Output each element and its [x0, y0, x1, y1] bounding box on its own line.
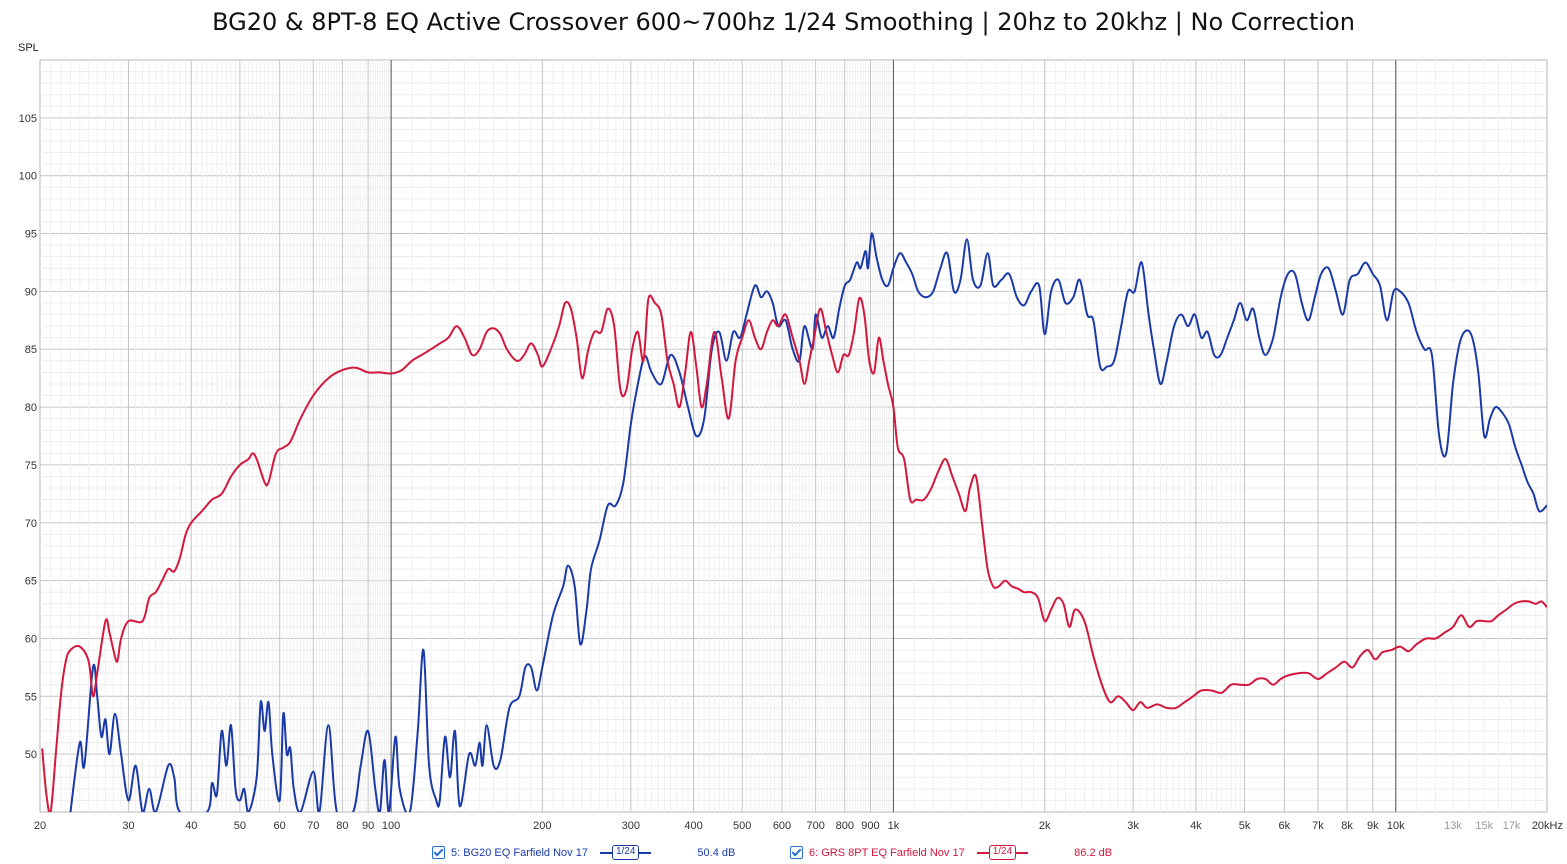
legend-label-bg20: 5: BG20 EQ Farfield Nov 17: [451, 846, 588, 859]
x-tick-label: 80: [336, 820, 348, 832]
line-swatch: [1016, 851, 1029, 854]
legend-label-grs: 6: GRS 8PT EQ Farfield Nov 17: [809, 846, 965, 859]
line-swatch: [639, 851, 652, 854]
x-tick-label: 200: [533, 820, 551, 832]
x-tick-label: 10k: [1387, 820, 1405, 832]
x-tick-label: 40: [185, 820, 197, 832]
y-tick-label: 75: [25, 460, 37, 472]
series-lines: [41, 232, 1547, 812]
x-tick-label: 30: [122, 820, 134, 832]
checkbox-icon[interactable]: [432, 846, 445, 859]
y-axis-label: SPL: [18, 42, 39, 54]
x-tick-label: 900: [861, 820, 879, 832]
legend-item-bg20[interactable]: 5: BG20 EQ Farfield Nov 17 1/24 50.4 dB: [432, 845, 735, 860]
x-tick-label: 20kHz: [1532, 820, 1563, 832]
grid-lines: [40, 60, 1547, 812]
y-tick-label: 90: [25, 286, 37, 298]
y-tick-label: 50: [25, 749, 37, 761]
x-tick-label: 70: [307, 820, 319, 832]
x-tick-label: 300: [622, 820, 640, 832]
frequency-response-chart[interactable]: 50 55 60 65 70 75 80 85 90 95 100 105 20 30 40 50 60 70 8…: [0, 0, 1567, 843]
plot-area: [39, 59, 1548, 813]
legend: 5: BG20 EQ Farfield Nov 17 1/24 50.4 dB …: [0, 843, 1567, 863]
x-tick-label: 800: [836, 820, 854, 832]
x-tick-label: 400: [684, 820, 702, 832]
x-tick-label: 17k: [1503, 820, 1521, 832]
x-tick-label: 1k: [888, 820, 900, 832]
line-swatch: [976, 851, 989, 854]
y-tick-label: 60: [25, 633, 37, 645]
x-tick-label: 13k: [1444, 820, 1462, 832]
series-line-grs: [41, 294, 1547, 812]
x-tick-label: 90: [362, 820, 374, 832]
readout-bg20: 50.4 dB: [697, 846, 736, 859]
smoothing-indicator-grs[interactable]: 1/24: [976, 845, 1029, 860]
chart-title: BG20 & 8PT-8 EQ Active Crossover 600~700…: [212, 8, 1355, 36]
smoothing-box: 1/24: [611, 845, 640, 860]
x-tick-label: 50: [234, 820, 246, 832]
y-tick-labels: 50 55 60 65 70 75 80 85 90 95 100 105: [19, 113, 37, 761]
x-tick-label: 500: [733, 820, 751, 832]
x-tick-label: 15k: [1475, 820, 1493, 832]
smoothing-indicator-bg20[interactable]: 1/24: [599, 845, 652, 860]
checkbox-icon[interactable]: [790, 846, 803, 859]
x-tick-label: 7k: [1312, 820, 1324, 832]
readout-grs: 86.2 dB: [1074, 846, 1113, 859]
x-tick-label: 600: [773, 820, 791, 832]
x-tick-label: 8k: [1341, 820, 1353, 832]
x-tick-label: 6k: [1279, 820, 1291, 832]
x-tick-label: 9k: [1367, 820, 1379, 832]
x-tick-labels: 20 30 40 50 60 70 80 90 100 200 300 400 500 600 700 800…: [34, 820, 1563, 832]
y-tick-label: 100: [19, 171, 37, 183]
legend-item-grs[interactable]: 6: GRS 8PT EQ Farfield Nov 17 1/24 86.2 …: [790, 845, 1112, 860]
x-tick-label: 700: [806, 820, 824, 832]
y-tick-label: 70: [25, 518, 37, 530]
y-tick-label: 65: [25, 576, 37, 588]
x-tick-label: 2k: [1039, 820, 1051, 832]
line-swatch: [599, 851, 612, 854]
x-tick-label: 5k: [1239, 820, 1251, 832]
smoothing-box: 1/24: [988, 845, 1017, 860]
y-tick-label: 95: [25, 229, 37, 241]
x-tick-label: 4k: [1190, 820, 1202, 832]
y-tick-label: 105: [19, 113, 37, 125]
y-tick-label: 85: [25, 344, 37, 356]
x-tick-label: 3k: [1127, 820, 1139, 832]
x-tick-label: 20: [34, 820, 46, 832]
x-tick-label: 60: [274, 820, 286, 832]
y-tick-label: 55: [25, 691, 37, 703]
y-tick-label: 80: [25, 402, 37, 414]
series-line-bg20: [69, 232, 1547, 812]
x-tick-label: 100: [382, 820, 400, 832]
